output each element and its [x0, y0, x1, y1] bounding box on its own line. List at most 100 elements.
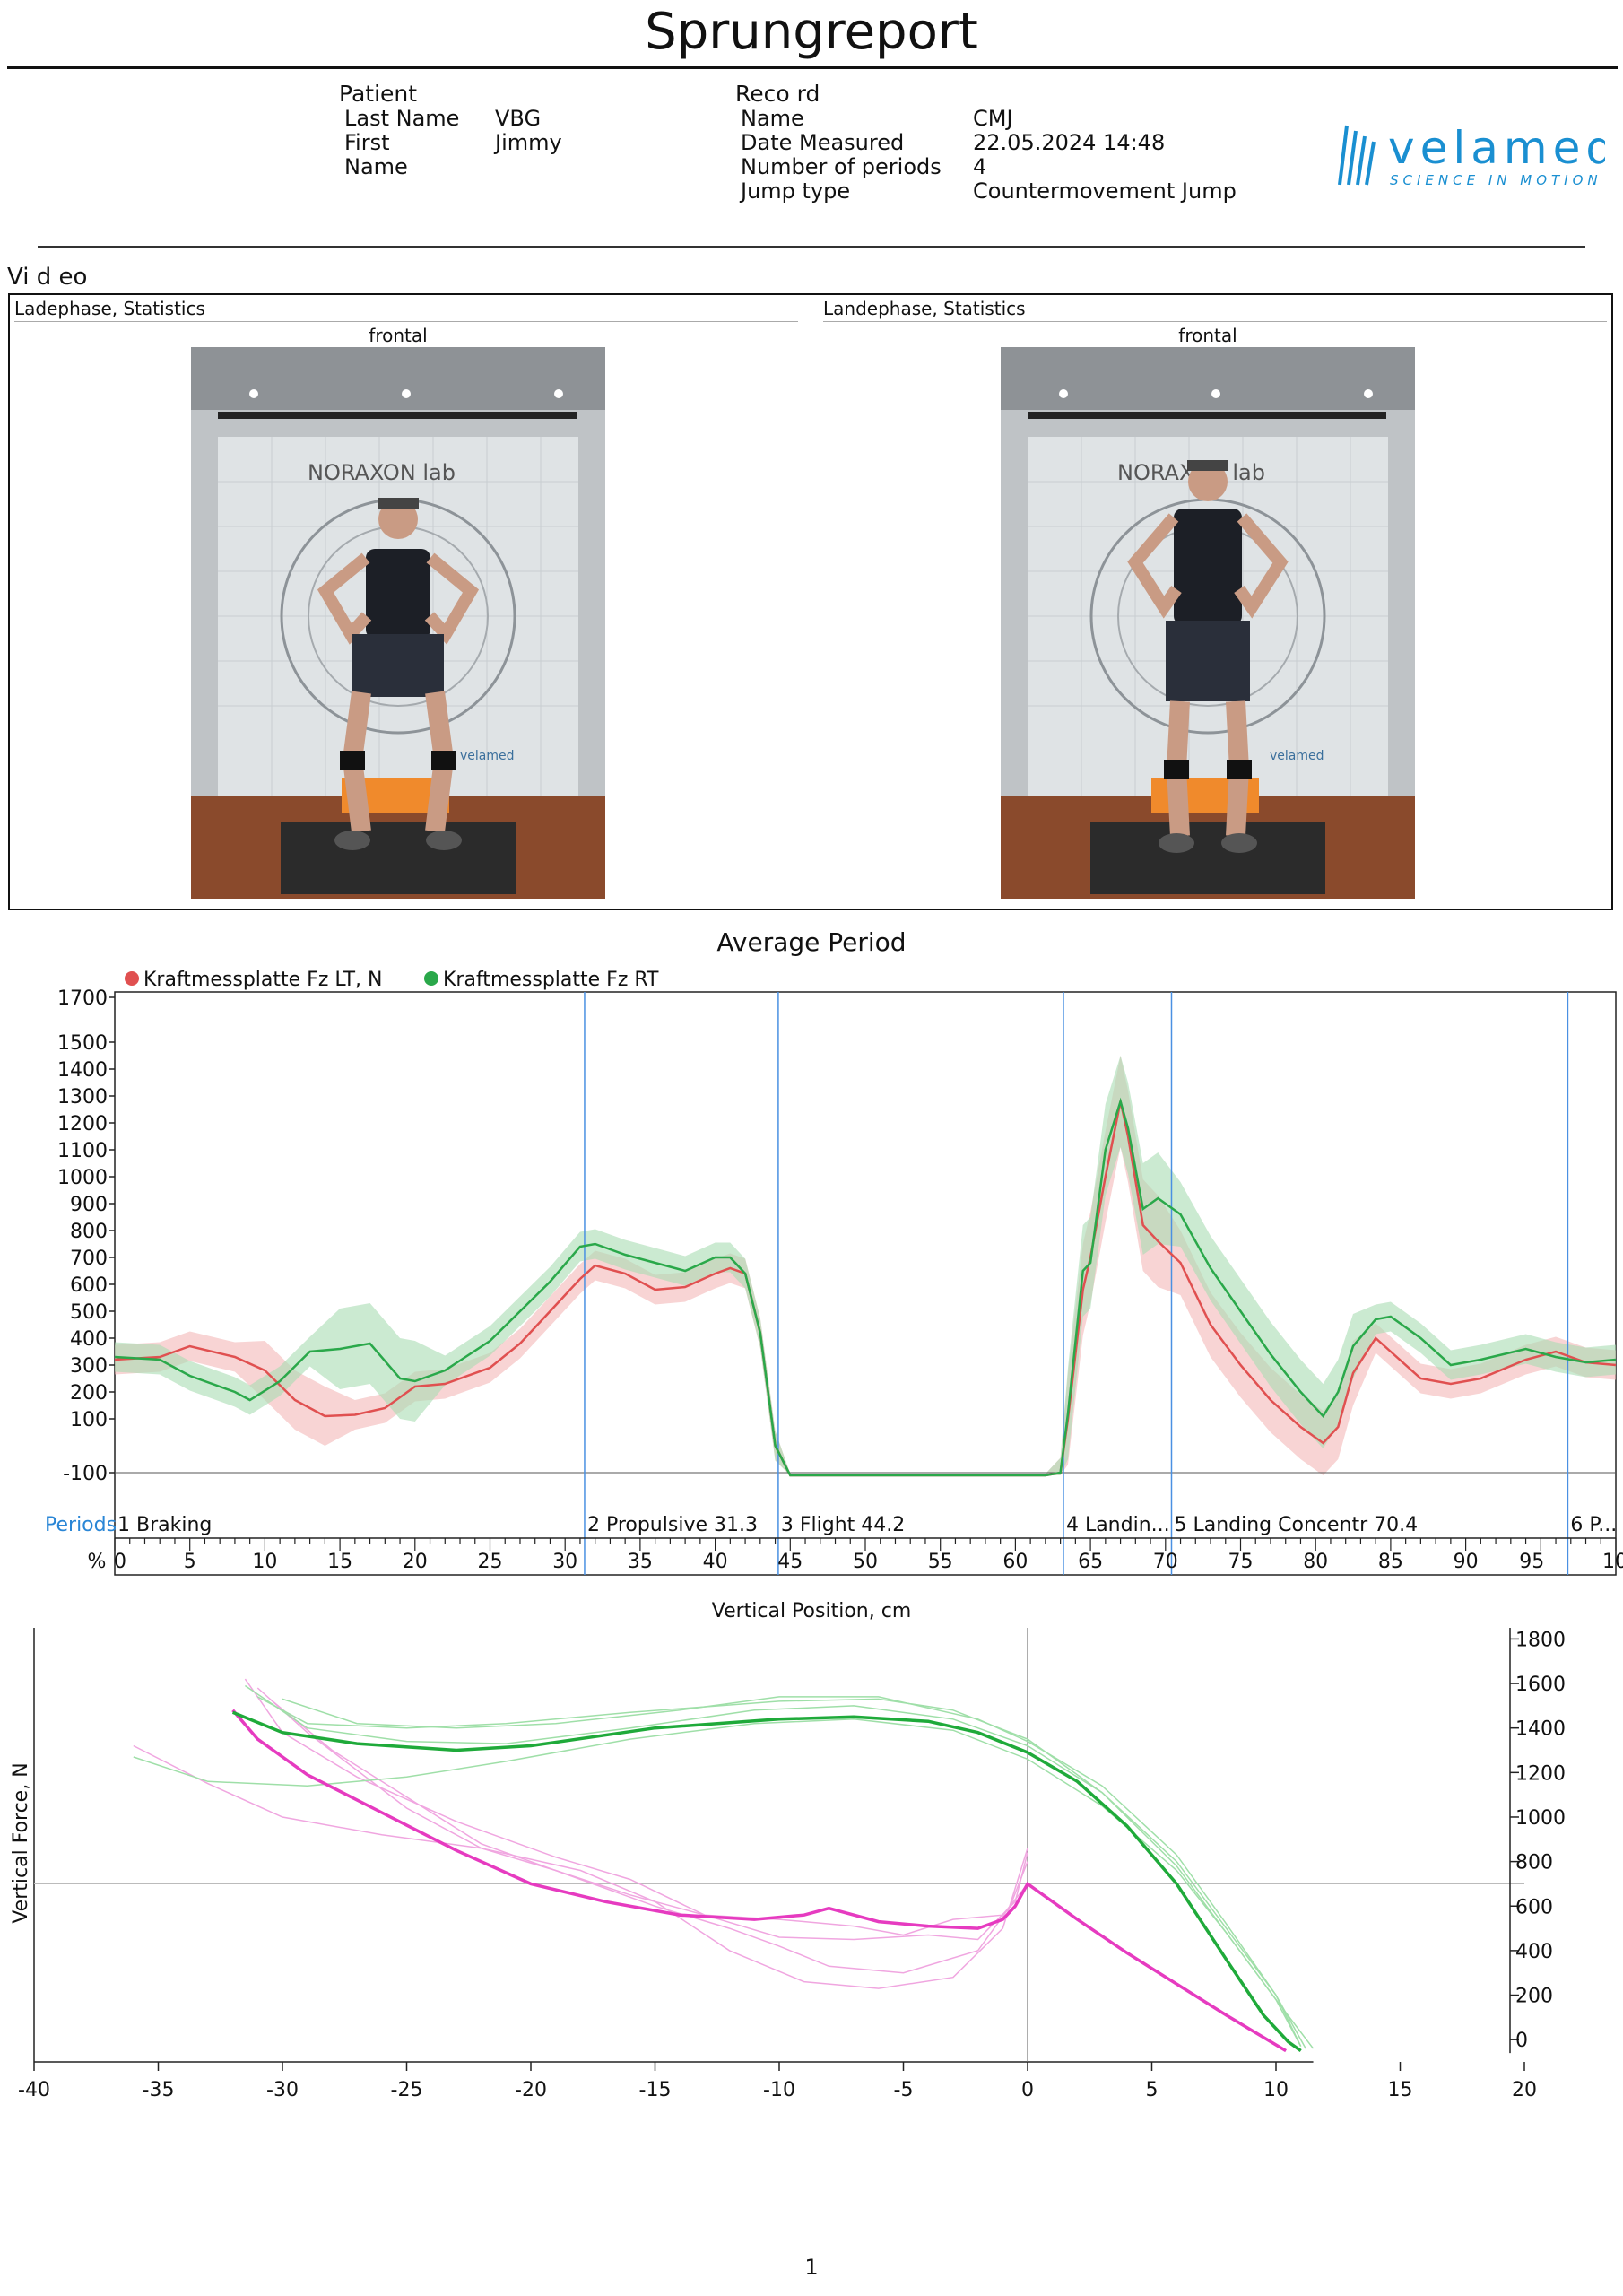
- jump-type-value: Countermovement Jump: [973, 178, 1237, 204]
- y-tick-label: 1100: [57, 1140, 108, 1162]
- x-tick-label: -5: [894, 2079, 914, 2101]
- legend-lt-marker: [125, 971, 139, 986]
- rt-force-line: [114, 1097, 1617, 1477]
- period-label: 4 Landin...: [1066, 1514, 1170, 1536]
- panel-divider-left: [14, 321, 798, 322]
- concentric-trial-line: [282, 1696, 1306, 2049]
- x-tick-label: -35: [143, 2079, 175, 2101]
- wall-banner-left: velamed: [460, 749, 515, 763]
- first-name-label: First: [344, 130, 390, 155]
- x-tick-label: -25: [391, 2079, 423, 2101]
- wall-banner-right: velamed: [1270, 749, 1324, 763]
- header-divider: [38, 246, 1585, 248]
- x-tick-label: 5: [1146, 2079, 1159, 2101]
- title-divider: [7, 66, 1618, 69]
- y-tick-label: 100: [70, 1409, 108, 1431]
- first-name-label-line2: Name: [344, 154, 408, 179]
- x-tick-label: 100: [1602, 1551, 1623, 1573]
- x-tick-label: 20: [403, 1551, 428, 1573]
- landing-phase-video-frame: NORAXON lab velamed: [1001, 347, 1415, 899]
- date-measured-label: Date Measured: [741, 130, 905, 155]
- y-tick-label: 400: [70, 1328, 108, 1351]
- loading-phase-video-frame: NORAXON lab velamed: [191, 347, 605, 899]
- patient-heading: Patient: [339, 81, 418, 107]
- periods-title: Periods: [45, 1514, 117, 1536]
- y-tick-label: 300: [70, 1355, 108, 1378]
- date-measured-value: 22.05.2024 14:48: [973, 130, 1166, 155]
- y-tick-label: 900: [70, 1194, 108, 1216]
- x-tick-label: 5: [184, 1551, 196, 1573]
- vertical-force-axis-label: Vertical Force, N: [10, 1762, 32, 1923]
- x-tick-label: 0: [1021, 2079, 1034, 2101]
- x-tick-label: 15: [1388, 2079, 1413, 2101]
- x-tick-label: 35: [628, 1551, 653, 1573]
- video-frame-box: [8, 293, 1613, 910]
- y-tick-label: 1000: [1515, 1807, 1566, 1830]
- x-tick-label: -40: [18, 2079, 50, 2101]
- y-tick-label: 1400: [1515, 1718, 1566, 1741]
- y-tick-label: 1300: [57, 1086, 108, 1109]
- force-position-chart: Vertical Position, cm Vertical Force, N …: [10, 1600, 1566, 2101]
- record-name-label: Name: [741, 106, 804, 131]
- concentric-trial-line: [244, 1684, 1302, 2047]
- y-tick-label: 800: [1515, 1852, 1553, 1874]
- x-tick-label: 85: [1378, 1551, 1403, 1573]
- period-label: 1 Braking: [117, 1514, 212, 1536]
- y-tick-label: 500: [70, 1301, 108, 1324]
- x-tick-label: 10: [252, 1551, 277, 1573]
- x-tick-label: 20: [1512, 2079, 1537, 2101]
- x-tick-label: -30: [266, 2079, 299, 2101]
- y-tick-label: 600: [1515, 1896, 1553, 1918]
- y-tick-label: 1700: [57, 987, 108, 1010]
- velamed-logo: velamed SCIENCE IN MOTION: [1338, 122, 1605, 188]
- x-tick-label: 30: [552, 1551, 577, 1573]
- legend-rt-marker: [424, 971, 438, 986]
- period-label: 6 P...: [1570, 1514, 1617, 1536]
- period-label: 2 Propulsive 31.3: [587, 1514, 758, 1536]
- x-tick-label: 50: [853, 1551, 878, 1573]
- concentric-trial-line: [256, 1696, 1302, 2047]
- x-tick-label: 45: [777, 1551, 803, 1573]
- y-tick-label: 0: [1515, 2030, 1528, 2052]
- x-tick-label: 65: [1078, 1551, 1103, 1573]
- y-tick-label: 1500: [57, 1032, 108, 1055]
- y-tick-label: 1200: [57, 1113, 108, 1135]
- x-tick-label: 90: [1454, 1551, 1479, 1573]
- video-section-label: Vi d eo: [7, 264, 88, 291]
- eccentric-mean-line: [231, 1709, 1287, 2053]
- x-tick-label: 95: [1519, 1551, 1544, 1573]
- x-tick-label: 75: [1228, 1551, 1254, 1573]
- x-tick-label: 25: [478, 1551, 503, 1573]
- concentric-trial-line: [133, 1718, 1315, 2049]
- plot-frame: [114, 991, 1617, 1576]
- x-tick-label: -15: [639, 2079, 672, 2101]
- panel-divider-right: [823, 321, 1607, 322]
- legend-lt-label: Kraftmessplatte Fz LT, N: [143, 969, 382, 991]
- y-tick-label: 800: [70, 1221, 108, 1243]
- x-tick-label: -10: [763, 2079, 795, 2101]
- y-tick-label: 1000: [57, 1167, 108, 1189]
- period-label: 3 Flight 44.2: [781, 1514, 905, 1536]
- wall-text-left: NORAXON lab: [308, 460, 456, 485]
- x-tick-label: 40: [703, 1551, 728, 1573]
- left-view-label: frontal: [369, 325, 428, 346]
- y-tick-label: -100: [63, 1463, 108, 1485]
- y-tick-label: 1600: [1515, 1674, 1566, 1696]
- x-tick-label: 80: [1303, 1551, 1328, 1573]
- x-tick-label: -20: [515, 2079, 547, 2101]
- first-name-value: Jimmy: [495, 130, 562, 155]
- landing-phase-title: Landephase, Statistics: [823, 298, 1026, 319]
- x-tick-label: 70: [1153, 1551, 1178, 1573]
- y-tick-label: 200: [1515, 1986, 1553, 2008]
- legend-rt-label: Kraftmessplatte Fz RT: [443, 969, 659, 991]
- number-of-periods-label: Number of periods: [741, 154, 942, 179]
- eccentric-trial-line: [133, 1744, 1028, 1989]
- y-tick-label: 1800: [1515, 1629, 1566, 1651]
- x-tick-label: 10: [1263, 2079, 1289, 2101]
- eccentric-trial-line: [244, 1678, 1028, 1941]
- number-of-periods-value: 4: [973, 154, 987, 179]
- y-tick-label: 200: [70, 1382, 108, 1405]
- x-tick-label: 0: [114, 1551, 126, 1573]
- vertical-position-title: Vertical Position, cm: [712, 1600, 912, 1622]
- x-tick-label: 15: [327, 1551, 352, 1573]
